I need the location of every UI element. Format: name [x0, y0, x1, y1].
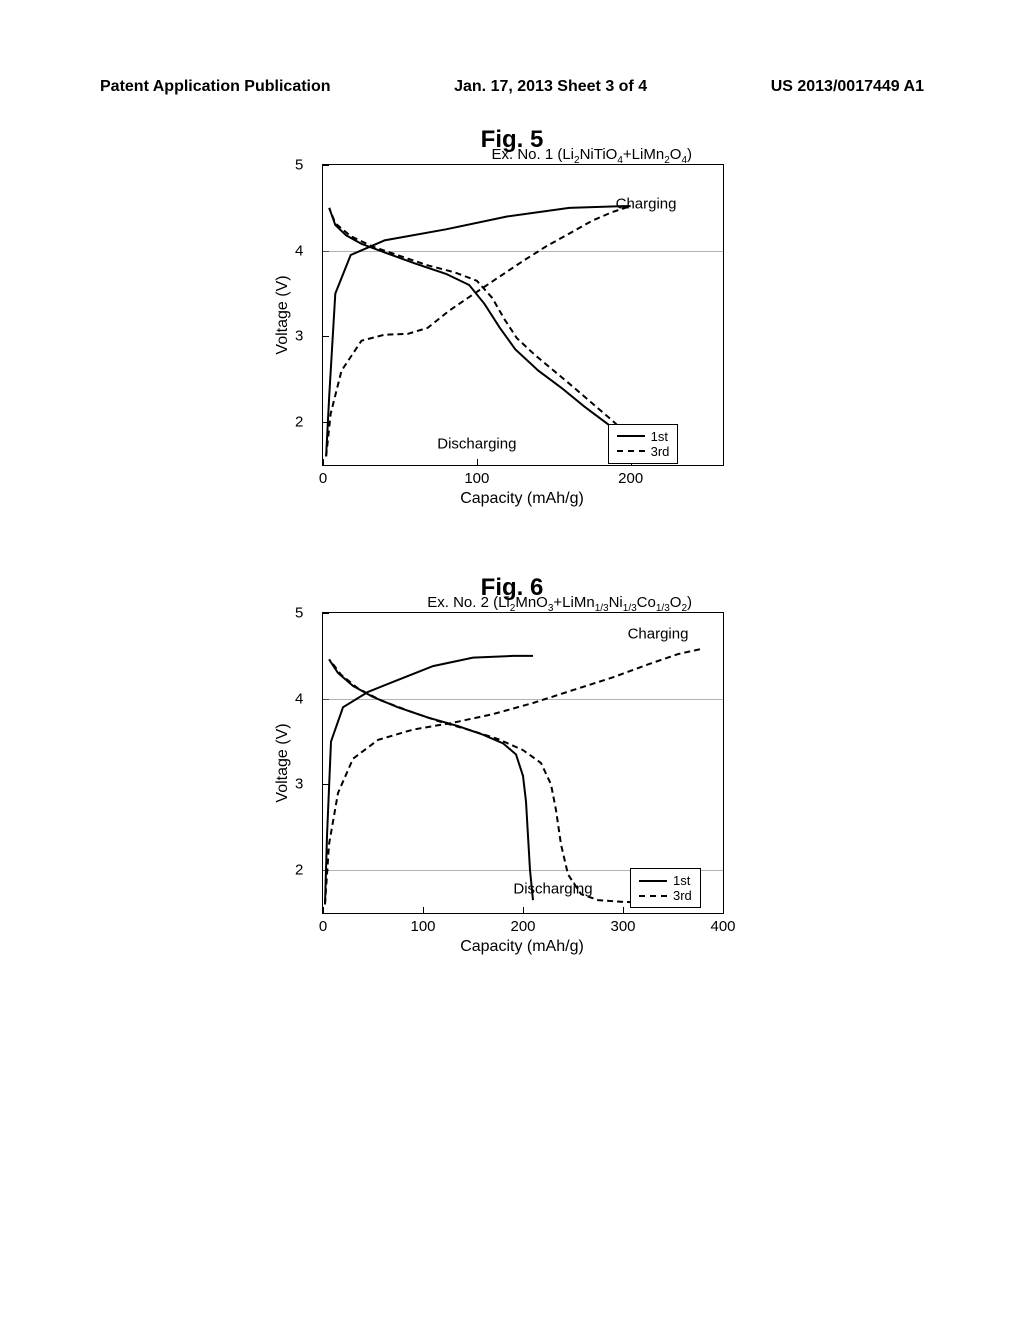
legend-label: 1st	[651, 429, 668, 444]
header-right: US 2013/0017449 A1	[771, 78, 924, 96]
legend-item: 3rd	[639, 888, 692, 903]
chart-wrapper: Ex. No. 2 (Li2MnO3+LiMn1/3Ni1/3Co1/3O2)V…	[232, 612, 792, 992]
chart-title: Ex. No. 2 (Li2MnO3+LiMn1/3Ni1/3Co1/3O2)	[427, 594, 692, 614]
annotation: Discharging	[437, 435, 516, 452]
x-tick-label: 0	[319, 918, 327, 935]
x-tick-label: 400	[710, 918, 735, 935]
series-3rd-charging	[326, 206, 631, 456]
x-tick-label: 0	[319, 470, 327, 487]
y-tick-label: 4	[295, 242, 303, 259]
x-tick-label: 200	[618, 470, 643, 487]
figures-container: Fig. 5Ex. No. 1 (Li2NiTiO4+LiMn2O4)Volta…	[0, 126, 1024, 992]
legend-line-icon	[639, 880, 667, 882]
y-axis-label: Voltage (V)	[274, 275, 292, 354]
plot-area: Voltage (V)23450100200300400ChargingDisc…	[322, 612, 724, 914]
chart-title: Ex. No. 1 (Li2NiTiO4+LiMn2O4)	[491, 146, 692, 166]
y-tick-label: 3	[295, 328, 303, 345]
y-tick-label: 2	[295, 862, 303, 879]
header-left: Patent Application Publication	[100, 78, 331, 96]
plot-area: Voltage (V)23450100200ChargingDischargin…	[322, 164, 724, 466]
y-tick-label: 5	[295, 605, 303, 622]
legend-label: 3rd	[651, 444, 670, 459]
legend: 1st3rd	[630, 868, 701, 908]
legend-label: 3rd	[673, 888, 692, 903]
y-tick-label: 4	[295, 690, 303, 707]
legend-line-icon	[617, 435, 645, 437]
annotation: Discharging	[513, 881, 592, 898]
y-tick-label: 5	[295, 157, 303, 174]
legend: 1st3rd	[608, 424, 679, 464]
legend-line-icon	[617, 450, 645, 452]
x-tick-label: 100	[464, 470, 489, 487]
series-1st-charging	[325, 656, 533, 905]
series-1st-charging	[326, 206, 631, 456]
x-tick-label: 200	[510, 918, 535, 935]
legend-item: 1st	[639, 873, 692, 888]
chart-wrapper: Ex. No. 1 (Li2NiTiO4+LiMn2O4)Voltage (V)…	[232, 164, 792, 544]
x-axis-label: Capacity (mAh/g)	[322, 490, 722, 508]
annotation: Charging	[616, 195, 677, 212]
legend-line-icon	[639, 895, 667, 897]
header-center: Jan. 17, 2013 Sheet 3 of 4	[454, 78, 647, 96]
y-tick-label: 2	[295, 414, 303, 431]
y-axis-label: Voltage (V)	[274, 723, 292, 802]
legend-item: 3rd	[617, 444, 670, 459]
x-tick-label: 100	[410, 918, 435, 935]
x-tick-mark	[723, 907, 724, 913]
page-header: Patent Application Publication Jan. 17, …	[0, 0, 1024, 96]
x-axis-label: Capacity (mAh/g)	[322, 938, 722, 956]
series-1st-discharging	[329, 659, 533, 900]
legend-item: 1st	[617, 429, 670, 444]
y-tick-label: 3	[295, 776, 303, 793]
legend-label: 1st	[673, 873, 690, 888]
annotation: Charging	[628, 626, 689, 643]
x-tick-label: 300	[610, 918, 635, 935]
